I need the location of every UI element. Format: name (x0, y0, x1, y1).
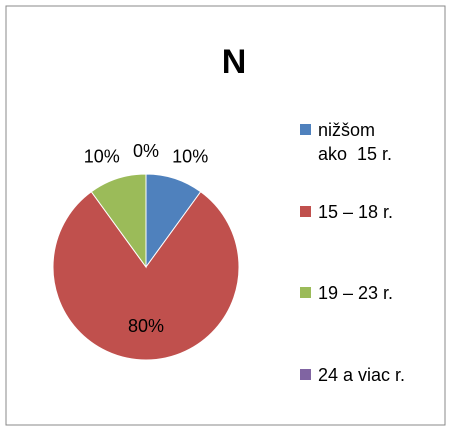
pie-slice (52, 191, 240, 361)
data-label: 0% (133, 141, 159, 161)
legend-label: 24 a viac r. (318, 365, 406, 385)
chart-title: N (222, 43, 247, 81)
data-label: 10% (84, 146, 120, 166)
legend-swatch (300, 369, 311, 380)
data-label: 10% (172, 146, 208, 166)
legend-label: 19 – 23 r. (318, 283, 394, 303)
legend-label: 15 – 18 r. (318, 202, 394, 222)
legend-swatch (300, 124, 311, 135)
legend-label: nižšom ako 15 r. (318, 120, 393, 164)
legend-swatch (300, 287, 311, 298)
data-label: 80% (128, 316, 164, 336)
legend-swatch (300, 206, 311, 217)
